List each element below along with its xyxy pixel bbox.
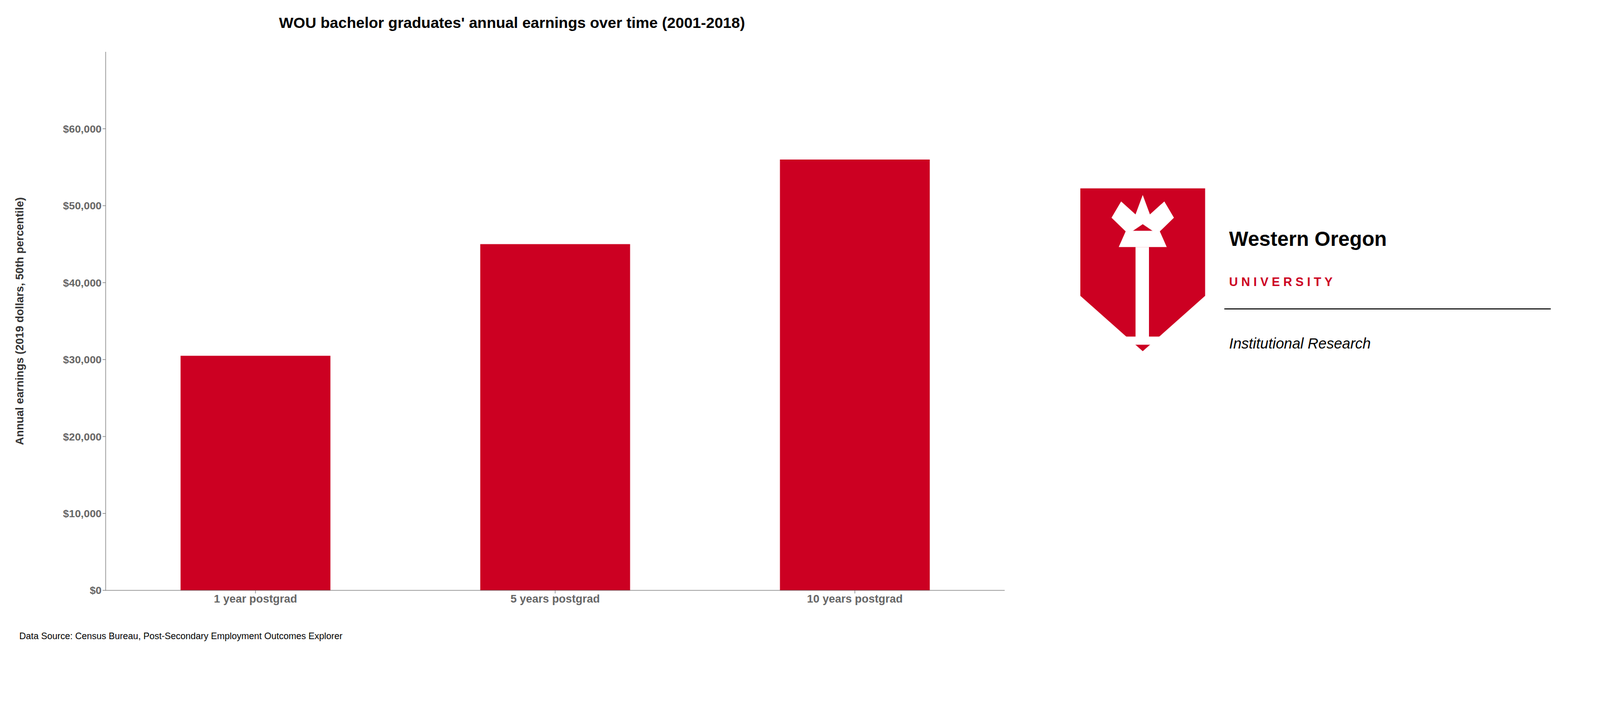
svg-text:$0: $0 (89, 584, 102, 596)
svg-text:$20,000: $20,000 (62, 430, 102, 443)
svg-text:$60,000: $60,000 (62, 122, 102, 135)
svg-text:$30,000: $30,000 (62, 353, 102, 366)
svg-text:Annual earnings (2019 dollars,: Annual earnings (2019 dollars, 50th perc… (13, 197, 26, 445)
svg-text:10 years postgrad: 10 years postgrad (807, 592, 903, 605)
html-text:WOU bachelor graduates' annual: WOU bachelor graduates' annual earnings … (279, 14, 745, 31)
svg-text:$40,000: $40,000 (62, 276, 102, 289)
svg-text:1 year postgrad: 1 year postgrad (213, 592, 298, 605)
svg-text:U N I V E R S I T Y: U N I V E R S I T Y (1229, 274, 1333, 289)
svg-text:5 years postgrad: 5 years postgrad (510, 592, 600, 605)
svg-text:$10,000: $10,000 (62, 507, 102, 520)
html-text:Data Source: Census Bureau, Po: Data Source: Census Bureau, Post-Seconda… (19, 630, 343, 642)
svg-text:$50,000: $50,000 (62, 199, 102, 212)
svg-text:Institutional Research: Institutional Research (1229, 335, 1371, 352)
svg-text:Western Oregon: Western Oregon (1229, 227, 1387, 250)
